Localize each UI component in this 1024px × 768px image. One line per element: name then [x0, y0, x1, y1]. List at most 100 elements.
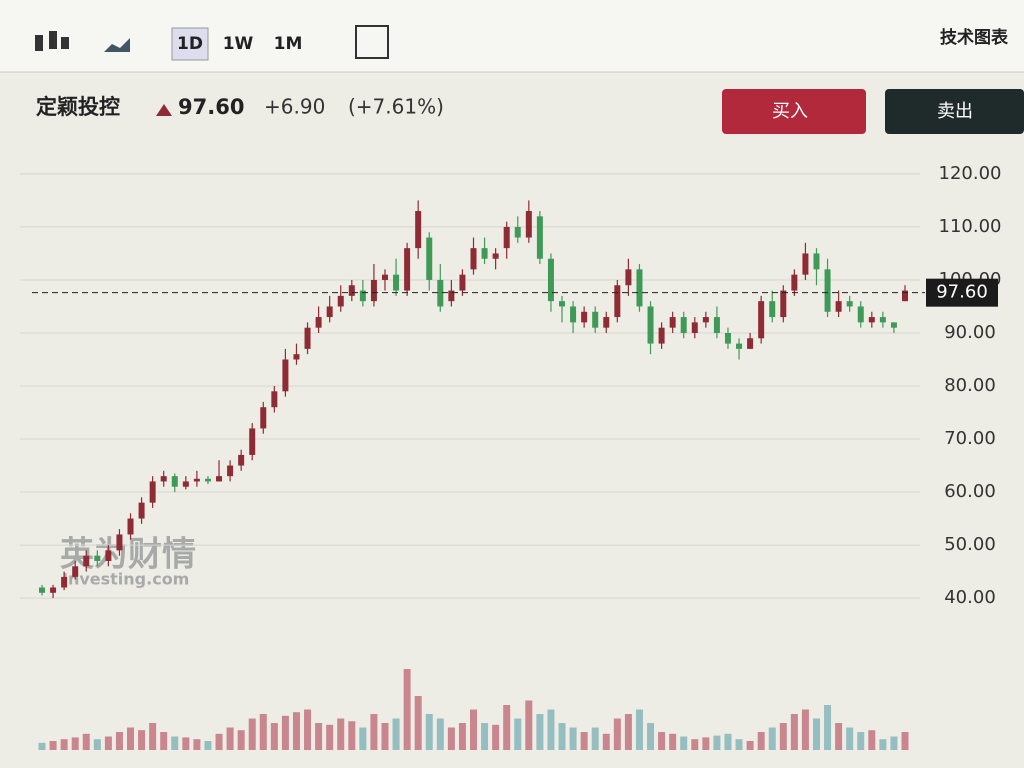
volume-bar — [835, 723, 843, 750]
volume-bar — [790, 714, 798, 750]
volume-bar — [481, 723, 489, 750]
candle-body — [315, 317, 322, 328]
candle-body — [83, 555, 90, 567]
volume-bar — [569, 727, 577, 750]
volume-bar — [801, 709, 809, 750]
candle-body — [127, 518, 134, 535]
buy-button[interactable] — [722, 89, 866, 134]
candle-body — [525, 211, 532, 238]
candle-body — [835, 301, 842, 312]
volume-bar — [370, 714, 378, 750]
y-tick-label: 40.00 — [944, 587, 996, 608]
volume-bar — [536, 714, 544, 750]
volume-bar — [138, 730, 146, 750]
candle-body — [470, 248, 477, 270]
volume-bar — [425, 714, 433, 750]
interval-active[interactable] — [171, 27, 209, 61]
candle-body — [658, 327, 665, 344]
area-icon[interactable] — [104, 38, 130, 52]
candle-body — [514, 226, 521, 238]
volume-bar — [525, 700, 533, 750]
candle-body — [39, 587, 45, 593]
candle-body — [193, 478, 200, 482]
candle-body — [359, 290, 366, 302]
volume-bar — [104, 736, 112, 750]
volume-bar — [580, 732, 588, 750]
volume-bar — [514, 718, 522, 750]
volume-bar — [292, 712, 300, 750]
volume-bar — [270, 723, 278, 750]
volume-bar — [735, 739, 743, 750]
volume-bar — [658, 732, 666, 750]
interval[interactable]: 1D — [177, 34, 203, 54]
menu[interactable]: 技术图表 — [940, 27, 1009, 48]
candle-body — [116, 534, 123, 551]
candle-body — [381, 274, 388, 280]
interval[interactable]: 1M — [274, 34, 303, 54]
y-tick-label: 90.00 — [944, 322, 996, 343]
candle-body — [857, 306, 864, 323]
volume-bar — [381, 723, 389, 750]
volume-bar — [149, 723, 157, 750]
volume-bar — [281, 715, 289, 750]
candle-body — [570, 306, 577, 323]
candle-body — [824, 269, 831, 312]
candle-body — [404, 248, 411, 291]
candle-body — [503, 226, 510, 249]
price: 97.60 — [178, 95, 244, 119]
candle-body — [138, 502, 145, 519]
candle-body — [559, 301, 566, 307]
volume-bar — [470, 709, 477, 750]
candle-body — [448, 290, 455, 302]
plot: 40.0050.0060.0070.0080.0090.00100.00110.… — [20, 163, 1001, 750]
candle-body — [813, 253, 820, 270]
candle-body — [105, 550, 112, 561]
sell-label[interactable]: 卖出 — [937, 101, 973, 122]
candle-body — [581, 311, 588, 323]
buy-label[interactable]: 买入 — [772, 101, 808, 122]
candle-body — [691, 322, 698, 333]
layout-icon[interactable] — [355, 25, 389, 59]
candle-body — [713, 317, 720, 333]
interval[interactable]: 1W — [223, 34, 254, 54]
toolbar — [0, 0, 1024, 72]
candle-body — [724, 332, 731, 344]
volume-bar — [326, 724, 334, 750]
volume-bar — [558, 723, 566, 750]
candle-body — [94, 555, 101, 561]
volume-bar — [304, 709, 312, 750]
volume-bar — [259, 714, 267, 750]
volume-bar — [458, 723, 466, 750]
candle-body — [614, 285, 621, 318]
y-tick-label: 60.00 — [944, 481, 996, 502]
candle-body — [603, 317, 610, 328]
sell-button[interactable] — [885, 89, 1024, 134]
candle-body — [846, 301, 853, 307]
candle-body — [415, 211, 422, 249]
volume-bar — [38, 742, 46, 750]
volume-bar — [547, 709, 555, 750]
y-tick-label: 50.00 — [944, 534, 996, 555]
volume-bar — [237, 730, 245, 750]
y-tick-label: 110.00 — [939, 216, 1002, 237]
candle-body — [370, 279, 377, 302]
candle-body — [348, 285, 355, 296]
candle-body — [426, 237, 433, 280]
volume-bar — [724, 733, 732, 750]
candle-body — [293, 354, 300, 360]
volume-bar — [204, 741, 212, 750]
candle-body — [780, 290, 787, 318]
y-tick-label: 80.00 — [944, 375, 996, 396]
volume-bar — [624, 714, 632, 750]
volume-bar — [812, 718, 820, 750]
change: +6.90 — [264, 95, 325, 119]
volume-bar — [492, 724, 500, 750]
candle-body — [182, 481, 189, 487]
volume-bar — [82, 733, 90, 750]
candle-body — [271, 391, 278, 408]
volume-bar — [702, 737, 710, 750]
y-tick-label: 70.00 — [944, 428, 996, 449]
volume-bar — [182, 737, 190, 750]
candle-body — [227, 465, 234, 477]
